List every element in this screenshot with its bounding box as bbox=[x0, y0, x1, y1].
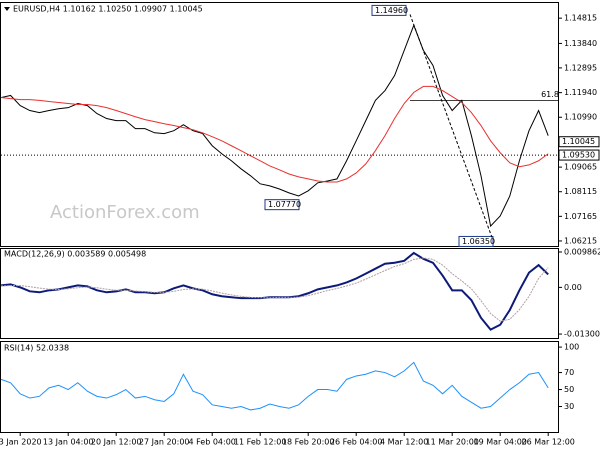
x-tick-label: 3 Jan 2020 bbox=[0, 438, 42, 447]
y-tick-label: 1.08115 bbox=[564, 187, 597, 196]
price-panel bbox=[0, 2, 559, 247]
y-tick-label: 30 bbox=[564, 402, 574, 411]
annotation-box bbox=[458, 235, 494, 247]
annotation-label: 1.14960 bbox=[375, 6, 408, 15]
y-tick-label: 1.07165 bbox=[564, 212, 597, 221]
rsi-title: RSI(14) 52.0338 bbox=[4, 344, 69, 353]
x-tick-label: 27 Jan 20:00 bbox=[139, 438, 190, 447]
series-line bbox=[0, 251, 549, 331]
x-tick-label: 13 Jan 04:00 bbox=[43, 438, 94, 447]
x-tick-label: 4 Mar 12:00 bbox=[380, 438, 428, 447]
y-tick-label: 1.06215 bbox=[564, 236, 597, 245]
x-tick-label: 20 Jan 12:00 bbox=[91, 438, 142, 447]
x-tick-label: 26 Feb 04:00 bbox=[330, 438, 382, 447]
series-line bbox=[0, 361, 549, 411]
x-tick-label: 11 Feb 12:00 bbox=[234, 438, 286, 447]
price-label: 1.10045 bbox=[562, 137, 595, 146]
x-tick-label: 4 Feb 04:00 bbox=[188, 438, 235, 447]
annotation-box bbox=[264, 199, 300, 211]
price-label: 1.09530 bbox=[562, 151, 595, 160]
macd-panel bbox=[0, 248, 559, 339]
y-tick-label: 70 bbox=[564, 368, 574, 377]
watermark: ActionForex.com bbox=[50, 202, 200, 223]
y-tick-label: 1.11940 bbox=[564, 88, 597, 97]
series-line bbox=[0, 257, 549, 322]
series-line bbox=[0, 85, 549, 183]
annotation-label: 1.07770 bbox=[268, 200, 301, 209]
y-tick-label: 1.14815 bbox=[564, 14, 597, 23]
macd-title: MACD(12,26,9) 0.003589 0.005498 bbox=[4, 250, 146, 259]
y-tick-label: 1.13840 bbox=[564, 39, 597, 48]
y-tick-label: -0.013002 bbox=[564, 330, 600, 339]
y-tick-label: 100 bbox=[564, 343, 579, 352]
price-box bbox=[558, 136, 600, 148]
y-tick-label: 50 bbox=[564, 385, 574, 394]
y-tick-label: 1.10990 bbox=[564, 113, 597, 122]
chart-title: EURUSD,H4 1.10162 1.10250 1.09907 1.1004… bbox=[13, 5, 203, 14]
x-tick-label: 18 Feb 20:00 bbox=[282, 438, 334, 447]
y-tick-label: 0.00 bbox=[564, 283, 582, 292]
x-tick-label: 26 Mar 12:00 bbox=[521, 438, 574, 447]
y-tick-label: 0.009862 bbox=[564, 247, 600, 256]
y-tick-label: 1.09065 bbox=[564, 163, 597, 172]
rsi-panel bbox=[0, 341, 559, 433]
menu-arrow bbox=[4, 7, 10, 11]
y-tick-label: 1.12895 bbox=[564, 63, 597, 72]
x-tick-label: 11 Mar 20:00 bbox=[425, 438, 478, 447]
price-box bbox=[558, 149, 600, 161]
annotation-label: 1.06350 bbox=[462, 237, 495, 246]
fib-label: 61.8 bbox=[541, 90, 559, 99]
series-line bbox=[0, 23, 549, 228]
x-tick-label: 19 Mar 04:00 bbox=[473, 438, 526, 447]
annotation-box bbox=[371, 4, 407, 16]
